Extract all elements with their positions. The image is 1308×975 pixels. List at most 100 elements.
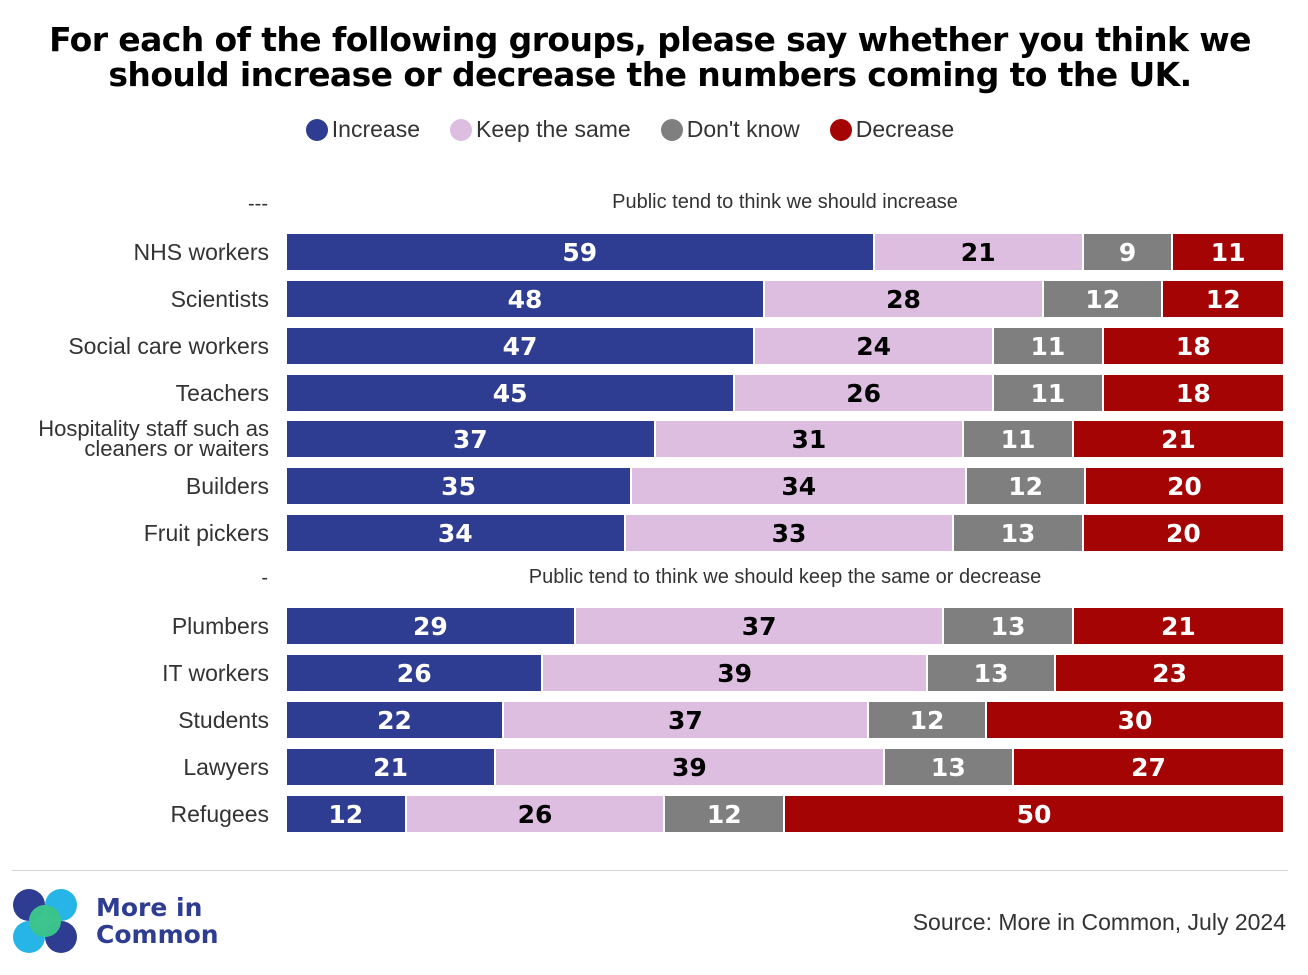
chart-row: Students 22 37 12 30 [0,702,1308,738]
bar-segment-increase: 47 [287,328,756,364]
stacked-bar: 45 26 11 18 [287,375,1283,411]
bar-segment-don-t-know: 11 [994,375,1104,411]
legend-item: Keep the same [450,116,631,143]
category-label-line: cleaners or waiters [84,436,269,461]
category-label: Lawyers [183,749,269,785]
section-heading: Public tend to think we should increase [612,191,958,213]
bar-segment-keep-the-same: 39 [543,655,928,691]
bar-segment-decrease: 11 [1173,234,1283,270]
bar-segment-keep-the-same: 26 [735,375,995,411]
chart-row: Plumbers 29 37 13 21 [0,608,1308,644]
bar-segment-increase: 37 [287,421,656,457]
bar-segment-keep-the-same: 37 [575,608,945,644]
stacked-bar: 12 26 12 50 [287,796,1283,832]
bar-segment-don-t-know: 11 [964,421,1074,457]
bar-segment-increase: 45 [287,375,736,411]
bar-segment-keep-the-same: 31 [655,421,965,457]
bar-segment-increase: 22 [287,702,504,738]
category-label-line: Teachers [175,380,269,406]
legend-label: Increase [331,116,420,142]
category-label-line: IT workers [162,660,269,686]
chart-row: IT workers 26 39 13 23 [0,655,1308,691]
category-label: Fruit pickers [144,515,269,551]
category-label: Refugees [171,796,269,832]
bar-segment-don-t-know: 11 [994,328,1104,364]
category-label-line: Social care workers [68,333,269,359]
stacked-bar: 34 33 13 20 [287,515,1283,551]
stacked-bar: 22 37 12 30 [287,702,1283,738]
chart-title-line-1: For each of the following groups, please… [49,20,1251,59]
bar-segment-decrease: 21 [1073,608,1283,644]
category-label-line: Builders [185,473,269,499]
chart-row: Builders 35 34 12 20 [0,468,1308,504]
legend-item: Don't know [660,116,800,143]
bar-segment-decrease: 27 [1014,749,1283,785]
bar-segment-increase: 35 [287,468,633,504]
bar-segment-don-t-know: 12 [868,702,988,738]
category-label-line: Students [178,707,269,733]
bar-segment-keep-the-same: 37 [503,702,869,738]
stacked-bar: 35 34 12 20 [287,468,1283,504]
bar-segment-decrease: 12 [1163,281,1283,317]
legend-label: Don't know [686,116,800,142]
chart-row: Teachers 45 26 11 18 [0,375,1308,411]
legend-label: Keep the same [476,116,631,142]
bar-segment-increase: 29 [287,608,576,644]
chart-row: NHS workers 59 21 9 11 [0,234,1308,270]
bar-segment-increase: 12 [287,796,407,832]
chart-row: Lawyers 21 39 13 27 [0,749,1308,785]
brand-line-1: More in [96,893,203,922]
category-label-line: Lawyers [183,754,269,780]
bar-segment-decrease: 18 [1103,375,1283,411]
chart-row: Refugees 12 26 12 50 [0,796,1308,832]
category-label-line: NHS workers [133,239,269,265]
legend-label: Decrease [855,116,955,142]
bar-segment-increase: 59 [287,234,875,270]
legend-item: Decrease [829,116,955,143]
chart-title-line-2: should increase or decrease the numbers … [108,55,1192,94]
section-marker: - [261,567,268,589]
chart-legend: Increase Keep the same Don't know Decrease [0,116,1260,143]
brand-wordmark: More in Common [96,894,219,948]
bar-segment-don-t-know: 12 [1043,281,1164,317]
bar-segment-decrease: 21 [1073,421,1283,457]
footer-divider [12,870,1288,871]
bar-segment-keep-the-same: 33 [625,515,955,551]
bar-segment-don-t-know: 13 [944,608,1074,644]
category-label: Builders [186,468,269,504]
bar-segment-increase: 34 [287,515,626,551]
bar-segment-keep-the-same: 24 [755,328,995,364]
stacked-bar: 26 39 13 23 [287,655,1283,691]
stacked-bar: 37 31 11 21 [287,421,1283,457]
bar-segment-decrease: 20 [1085,468,1283,504]
category-label-line: Plumbers [171,613,269,639]
legend-swatch [829,118,852,141]
bar-segment-don-t-know: 12 [967,468,1086,504]
category-label: Scientists [171,281,269,317]
bar-segment-increase: 48 [287,281,766,317]
chart-title: For each of the following groups, please… [0,22,1300,92]
category-label-line: Hospitality staff such as [38,416,269,441]
more-in-common-logo-icon [13,889,77,953]
category-label: Hospitality staff such as cleaners or wai… [38,416,269,461]
category-label: Social care workers [68,328,269,364]
stacked-bar: 29 37 13 21 [287,608,1283,644]
chart-row: Hospitality staff such as cleaners or wai… [0,416,1308,461]
stacked-bar: 59 21 9 11 [287,234,1283,270]
bar-segment-don-t-know: 13 [884,749,1015,785]
bar-segment-keep-the-same: 21 [874,234,1084,270]
legend-swatch [305,118,328,141]
category-label: Plumbers [172,608,269,644]
bar-segment-decrease: 23 [1056,655,1283,691]
category-label: Teachers [176,375,269,411]
bar-segment-keep-the-same: 28 [765,281,1044,317]
bar-segment-decrease: 30 [987,702,1283,738]
legend-swatch [660,118,683,141]
chart-row: Scientists 48 28 12 12 [0,281,1308,317]
bar-segment-decrease: 18 [1103,328,1283,364]
bar-segment-don-t-know: 12 [665,796,785,832]
category-label-line: Scientists [170,286,269,312]
category-label: Students [178,702,269,738]
bar-segment-don-t-know: 13 [954,515,1084,551]
bar-segment-increase: 21 [287,749,497,785]
